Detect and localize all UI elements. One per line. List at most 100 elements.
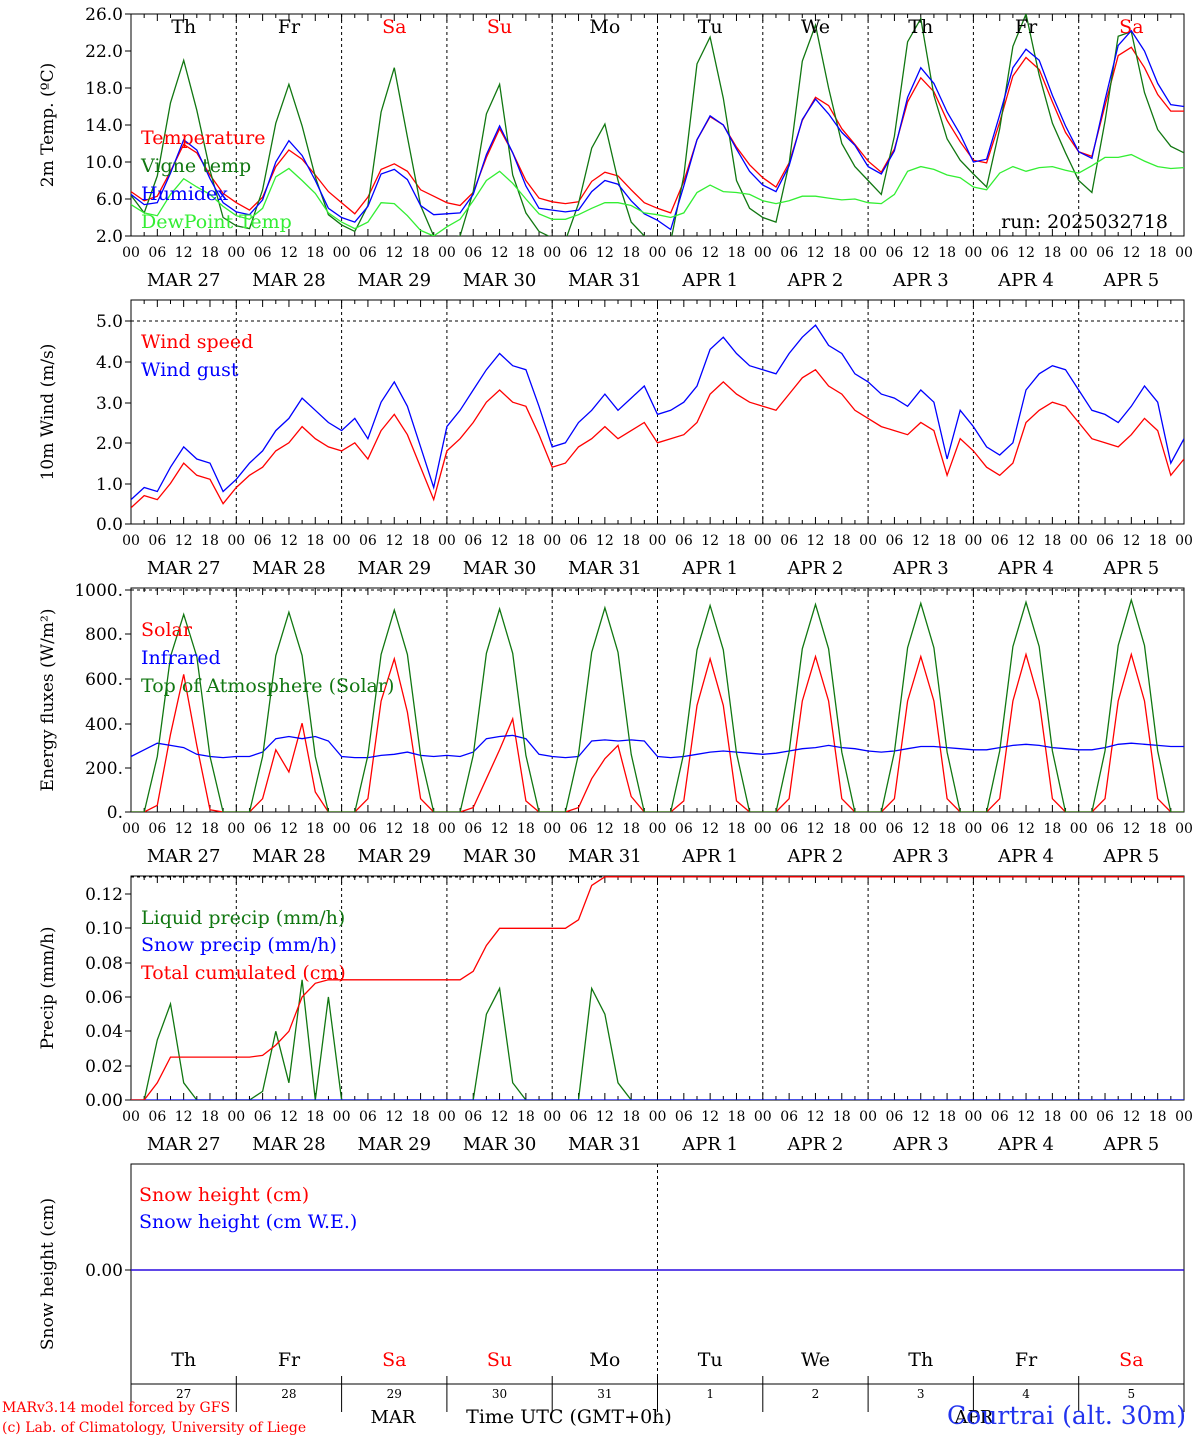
hour-tick-label: 06 bbox=[675, 245, 693, 261]
hour-tick-label: 12 bbox=[1122, 1109, 1140, 1125]
hour-tick-label: 06 bbox=[1096, 1109, 1114, 1125]
hour-tick-label: 00 bbox=[1070, 245, 1088, 261]
hour-tick-label: 00 bbox=[1070, 533, 1088, 549]
hour-tick-label: 18 bbox=[201, 245, 219, 261]
y-tick-label: 1.0 bbox=[96, 475, 123, 495]
y-axis-title: Energy fluxes (W/m²) bbox=[38, 609, 58, 792]
day-name-top: Th bbox=[171, 16, 196, 38]
date-label: APR 1 bbox=[681, 270, 738, 291]
legend-entry: Snow precip (mm/h) bbox=[141, 934, 337, 956]
hour-tick-label: 06 bbox=[780, 1109, 798, 1125]
hour-tick-label: 06 bbox=[148, 1109, 166, 1125]
hour-tick-label: 18 bbox=[517, 821, 535, 837]
hour-tick-label: 12 bbox=[491, 1109, 509, 1125]
panel-1-frame bbox=[130, 299, 1185, 525]
date-label: MAR 30 bbox=[463, 1134, 537, 1155]
x-axis-title: Time UTC (GMT+0h) bbox=[466, 1406, 672, 1428]
series-line-infrared bbox=[131, 734, 1184, 759]
hour-tick-label: 18 bbox=[201, 821, 219, 837]
hour-tick-label: 18 bbox=[1043, 533, 1061, 549]
hour-tick-label: 06 bbox=[148, 821, 166, 837]
hour-tick-label: 12 bbox=[491, 533, 509, 549]
hour-tick-label: 00 bbox=[438, 533, 456, 549]
hour-tick-label: 06 bbox=[991, 821, 1009, 837]
hour-tick-label: 12 bbox=[1017, 245, 1035, 261]
hour-tick-label: 06 bbox=[675, 821, 693, 837]
hour-tick-label: 12 bbox=[385, 245, 403, 261]
date-label: MAR 30 bbox=[463, 558, 537, 579]
hour-tick-label: 00 bbox=[1175, 821, 1193, 837]
hour-tick-label: 06 bbox=[886, 821, 904, 837]
y-tick-label: 0.02 bbox=[85, 1057, 123, 1077]
day-name-bottom: We bbox=[801, 1349, 830, 1371]
day-name-bottom: Fr bbox=[1015, 1349, 1038, 1371]
date-label: MAR 27 bbox=[147, 846, 221, 867]
y-tick-label: 14.0 bbox=[85, 116, 123, 136]
y-tick-label: 6.0 bbox=[96, 190, 123, 210]
date-label: MAR 28 bbox=[252, 846, 326, 867]
hour-tick-label: 00 bbox=[543, 1109, 561, 1125]
date-label: MAR 29 bbox=[357, 558, 431, 579]
bottom-day-number: 3 bbox=[917, 1387, 925, 1401]
y-axis-title: 2m Temp. (ºC) bbox=[38, 63, 58, 188]
date-label: APR 2 bbox=[787, 270, 844, 291]
y-tick-label: 22.0 bbox=[85, 42, 123, 62]
hour-tick-label: 06 bbox=[464, 245, 482, 261]
hour-tick-label: 06 bbox=[464, 1109, 482, 1125]
hour-tick-label: 00 bbox=[122, 821, 140, 837]
hour-tick-label: 12 bbox=[596, 1109, 614, 1125]
hour-tick-label: 18 bbox=[306, 821, 324, 837]
hour-tick-label: 06 bbox=[991, 533, 1009, 549]
hour-tick-label: 00 bbox=[333, 1109, 351, 1125]
run-label: run: 2025032718 bbox=[1001, 211, 1168, 233]
hour-tick-label: 00 bbox=[1175, 533, 1193, 549]
hour-tick-label: 06 bbox=[1096, 245, 1114, 261]
hour-tick-label: 18 bbox=[1043, 245, 1061, 261]
day-name-bottom: Su bbox=[487, 1349, 512, 1371]
date-label: MAR 28 bbox=[252, 558, 326, 579]
hour-tick-label: 00 bbox=[754, 533, 772, 549]
hour-tick-label: 18 bbox=[938, 533, 956, 549]
y-tick-label: 5.0 bbox=[96, 312, 123, 332]
hour-tick-label: 00 bbox=[964, 533, 982, 549]
hour-tick-label: 00 bbox=[1175, 245, 1193, 261]
y-tick-label: 3.0 bbox=[96, 394, 123, 414]
hour-tick-label: 12 bbox=[807, 245, 825, 261]
hour-tick-label: 06 bbox=[254, 1109, 272, 1125]
series-line-wind-speed bbox=[131, 368, 1184, 509]
y-axis-title: 10m Wind (m/s) bbox=[38, 344, 58, 481]
series-line-total-cumulated-cm- bbox=[131, 876, 1184, 1100]
hour-tick-label: 06 bbox=[570, 533, 588, 549]
hour-tick-label: 18 bbox=[833, 245, 851, 261]
y-tick-label: 0.06 bbox=[85, 988, 123, 1008]
date-label: MAR 30 bbox=[463, 846, 537, 867]
series-line-vigne-temp bbox=[131, 14, 1184, 236]
hour-tick-label: 06 bbox=[254, 245, 272, 261]
hour-tick-label: 12 bbox=[596, 533, 614, 549]
hour-tick-label: 00 bbox=[649, 533, 667, 549]
hour-tick-label: 18 bbox=[1149, 245, 1167, 261]
y-axis-title: Precip (mm/h) bbox=[38, 926, 58, 1049]
hour-tick-label: 06 bbox=[886, 245, 904, 261]
hour-tick-label: 00 bbox=[859, 821, 877, 837]
date-label: APR 4 bbox=[997, 558, 1054, 579]
hour-tick-label: 18 bbox=[201, 533, 219, 549]
model-credit: MARv3.14 model forced by GFS bbox=[2, 1400, 231, 1416]
hour-tick-label: 12 bbox=[385, 533, 403, 549]
hour-tick-label: 18 bbox=[412, 245, 430, 261]
bottom-day-number: 4 bbox=[1022, 1387, 1030, 1401]
hour-tick-label: 00 bbox=[964, 1109, 982, 1125]
day-name-top: Fr bbox=[1015, 16, 1038, 38]
date-label: APR 5 bbox=[1102, 1134, 1159, 1155]
hour-tick-label: 06 bbox=[359, 245, 377, 261]
y-tick-label: 26.0 bbox=[85, 5, 123, 25]
date-label: MAR 29 bbox=[357, 1134, 431, 1155]
series-line-wind-gust bbox=[131, 324, 1184, 501]
y-tick-label: 600. bbox=[85, 670, 123, 690]
legend-entry: Wind gust bbox=[141, 359, 239, 381]
hour-tick-label: 00 bbox=[438, 1109, 456, 1125]
hour-tick-label: 00 bbox=[1175, 1109, 1193, 1125]
date-label: MAR 27 bbox=[147, 558, 221, 579]
hour-tick-label: 00 bbox=[649, 821, 667, 837]
